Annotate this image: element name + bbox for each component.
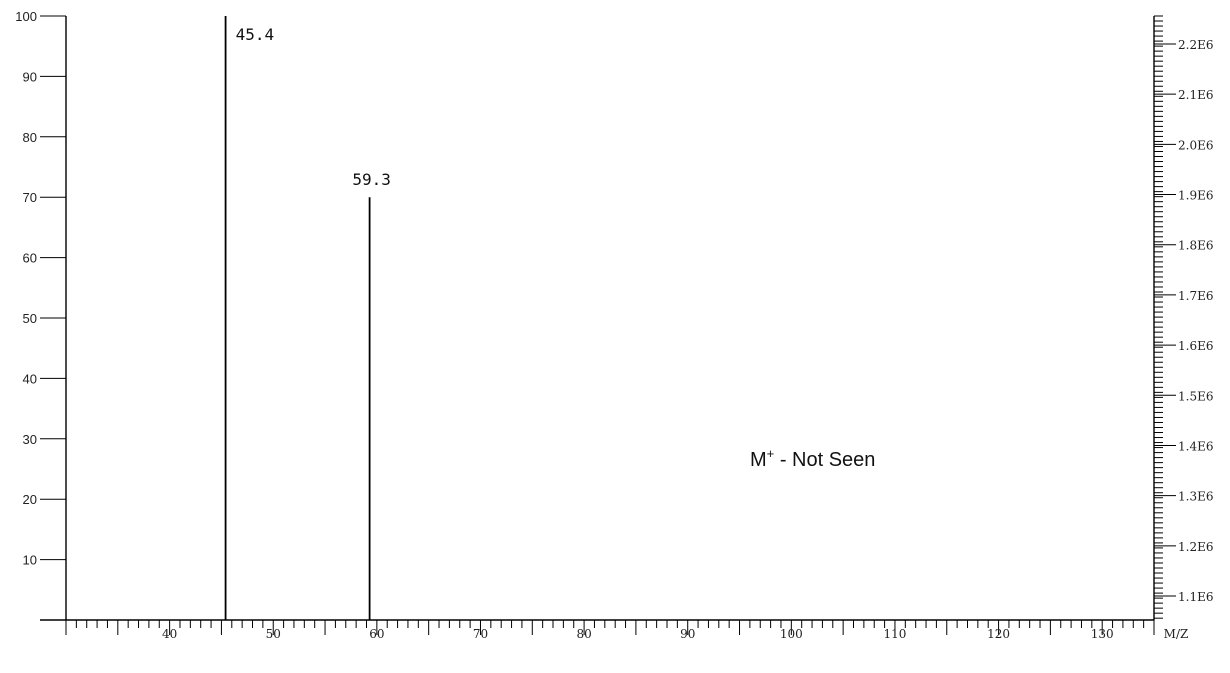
right-tick-label: 2.2E6	[1178, 38, 1213, 52]
x-axis: 40 50 60 70 80 90 100 110 120 130	[40, 619, 1155, 641]
peak-label: 59.3	[352, 170, 391, 189]
annotation-note: M+ - Not Seen	[750, 446, 875, 471]
y-tick-label: 10	[23, 553, 37, 568]
x-tick-label: 40	[162, 627, 177, 641]
right-tick-label: 1.4E6	[1178, 439, 1213, 453]
right-tick-label: 1.9E6	[1178, 189, 1213, 203]
right-tick-label: 2.1E6	[1178, 88, 1213, 102]
x-tick-label: 60	[369, 627, 384, 641]
x-tick-label: 130	[1091, 627, 1114, 641]
y-tick-label: 20	[23, 492, 37, 507]
right-tick-label: 1.1E6	[1178, 590, 1213, 604]
left-y-axis: 10 20 30 40 50 60 70 80 90 100	[15, 9, 67, 621]
peaks: 45.4 59.3	[224, 16, 391, 620]
right-tick-label: 1.8E6	[1178, 239, 1213, 253]
y-tick-label: 50	[23, 311, 37, 326]
x-tick-label: 80	[576, 627, 591, 641]
right-tick-label: 1.3E6	[1178, 490, 1213, 504]
right-tick-label: 1.2E6	[1178, 540, 1213, 554]
right-tick-label: 1.6E6	[1178, 339, 1213, 353]
right-tick-label: 1.5E6	[1178, 389, 1213, 403]
y-tick-label: 70	[23, 190, 37, 205]
right-tick-label: 2.0E6	[1178, 138, 1213, 152]
x-axis-label: M/Z	[1164, 627, 1189, 641]
x-tick-label: 70	[473, 627, 488, 641]
peak-label: 45.4	[236, 25, 275, 44]
x-tick-label: 90	[680, 627, 695, 641]
y-tick-label: 40	[23, 371, 37, 386]
x-tick-label: 100	[780, 627, 803, 641]
x-tick-label: 120	[987, 627, 1010, 641]
x-tick-label: 50	[266, 627, 281, 641]
y-tick-label: 80	[23, 130, 37, 145]
y-tick-label: 60	[23, 251, 37, 266]
y-tick-label: 90	[23, 69, 37, 84]
x-tick-label: 110	[883, 627, 906, 641]
right-tick-label: 1.7E6	[1178, 289, 1213, 303]
y-tick-label: 100	[15, 9, 37, 24]
y-tick-label: 30	[23, 432, 37, 447]
right-y-axis: 1.1E6 1.2E6 1.3E6 1.4E6 1.5E6 1.6E6 1.7E6 1.8E6…	[1153, 15, 1213, 620]
